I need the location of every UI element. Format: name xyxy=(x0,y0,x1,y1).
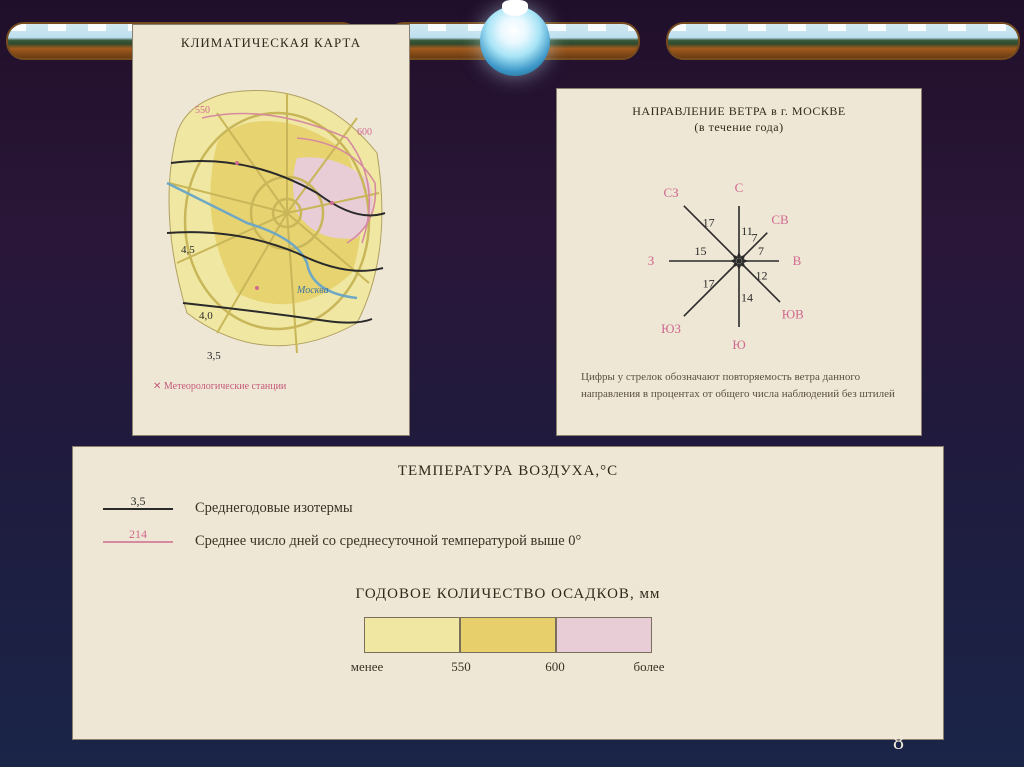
river-label: Москва xyxy=(296,285,329,296)
isotherm-line-icon: 3,5 xyxy=(103,508,173,510)
decor-orb xyxy=(480,6,550,76)
svg-text:600: 600 xyxy=(357,127,372,138)
svg-text:550: 550 xyxy=(195,105,210,116)
svg-text:З: З xyxy=(648,253,655,268)
svg-text:7: 7 xyxy=(758,244,764,258)
legend-temp-title: ТЕМПЕРАТУРА ВОЗДУХА,°С xyxy=(103,463,913,480)
legend-row2-label: Среднее число дней со среднесуточной тем… xyxy=(195,533,581,550)
climate-map-panel: КЛИМАТИЧЕСКАЯ КАРТА Москва xyxy=(132,24,410,436)
warmdays-line-icon: 214 xyxy=(103,541,173,543)
wind-rose-panel: НАПРАВЛЕНИЕ ВЕТРА в г. МОСКВЕ (в течение… xyxy=(556,88,922,436)
precip-label-1: 550 xyxy=(414,659,508,675)
svg-text:ЮВ: ЮВ xyxy=(782,307,804,322)
page-number: 8 xyxy=(893,729,904,755)
wind-rose-figure: 11С7СВ7В12ЮВ14Ю17ЮЗ15З17СЗ xyxy=(589,141,889,361)
precip-label-0: менее xyxy=(320,659,414,675)
precip-labels: менее 550 600 более xyxy=(103,659,913,675)
svg-text:СВ: СВ xyxy=(771,212,789,227)
climate-map-title: КЛИМАТИЧЕСКАЯ КАРТА xyxy=(133,35,409,51)
svg-text:15: 15 xyxy=(695,244,707,258)
legend-row-warmdays: 214 Среднее число дней со среднесуточной… xyxy=(103,533,913,550)
legend-row-isotherm: 3,5 Среднегодовые изотермы xyxy=(103,500,913,517)
svg-text:7: 7 xyxy=(752,231,758,245)
warmdays-sample-value: 214 xyxy=(103,527,173,542)
precip-box-low xyxy=(364,617,460,653)
legend-panel: ТЕМПЕРАТУРА ВОЗДУХА,°С 3,5 Среднегодовые… xyxy=(72,446,944,740)
legend-row1-label: Среднегодовые изотермы xyxy=(195,500,353,517)
svg-text:17: 17 xyxy=(703,277,715,291)
wind-rose-title: НАПРАВЛЕНИЕ ВЕТРА в г. МОСКВЕ (в течение… xyxy=(577,103,901,135)
precip-label-2: 600 xyxy=(508,659,602,675)
svg-text:17: 17 xyxy=(703,216,715,230)
svg-text:4,0: 4,0 xyxy=(199,310,213,322)
svg-text:С: С xyxy=(735,180,744,195)
svg-text:В: В xyxy=(793,253,802,268)
decor-banner-right xyxy=(666,22,1020,60)
svg-text:4,5: 4,5 xyxy=(181,244,195,256)
precip-scale xyxy=(103,617,913,653)
svg-text:12: 12 xyxy=(756,269,768,283)
legend-precip-title: ГОДОВОЕ КОЛИЧЕСТВО ОСАДКОВ, мм xyxy=(103,586,913,603)
wind-title-line1: НАПРАВЛЕНИЕ ВЕТРА в г. МОСКВЕ xyxy=(632,104,846,118)
climate-map-footnote: Метеорологические станции xyxy=(133,381,409,392)
svg-text:ЮЗ: ЮЗ xyxy=(661,321,681,336)
precip-label-3: более xyxy=(602,659,696,675)
climate-map-figure: Москва 550 600 4,5 4,0 3,5 xyxy=(147,63,395,373)
precip-box-mid xyxy=(460,617,556,653)
svg-text:3,5: 3,5 xyxy=(207,350,221,362)
svg-text:СЗ: СЗ xyxy=(664,185,679,200)
svg-text:14: 14 xyxy=(741,291,753,305)
precip-box-high xyxy=(556,617,652,653)
wind-title-line2: (в течение года) xyxy=(694,120,783,134)
svg-text:Ю: Ю xyxy=(732,337,745,352)
isotherm-sample-value: 3,5 xyxy=(103,494,173,509)
